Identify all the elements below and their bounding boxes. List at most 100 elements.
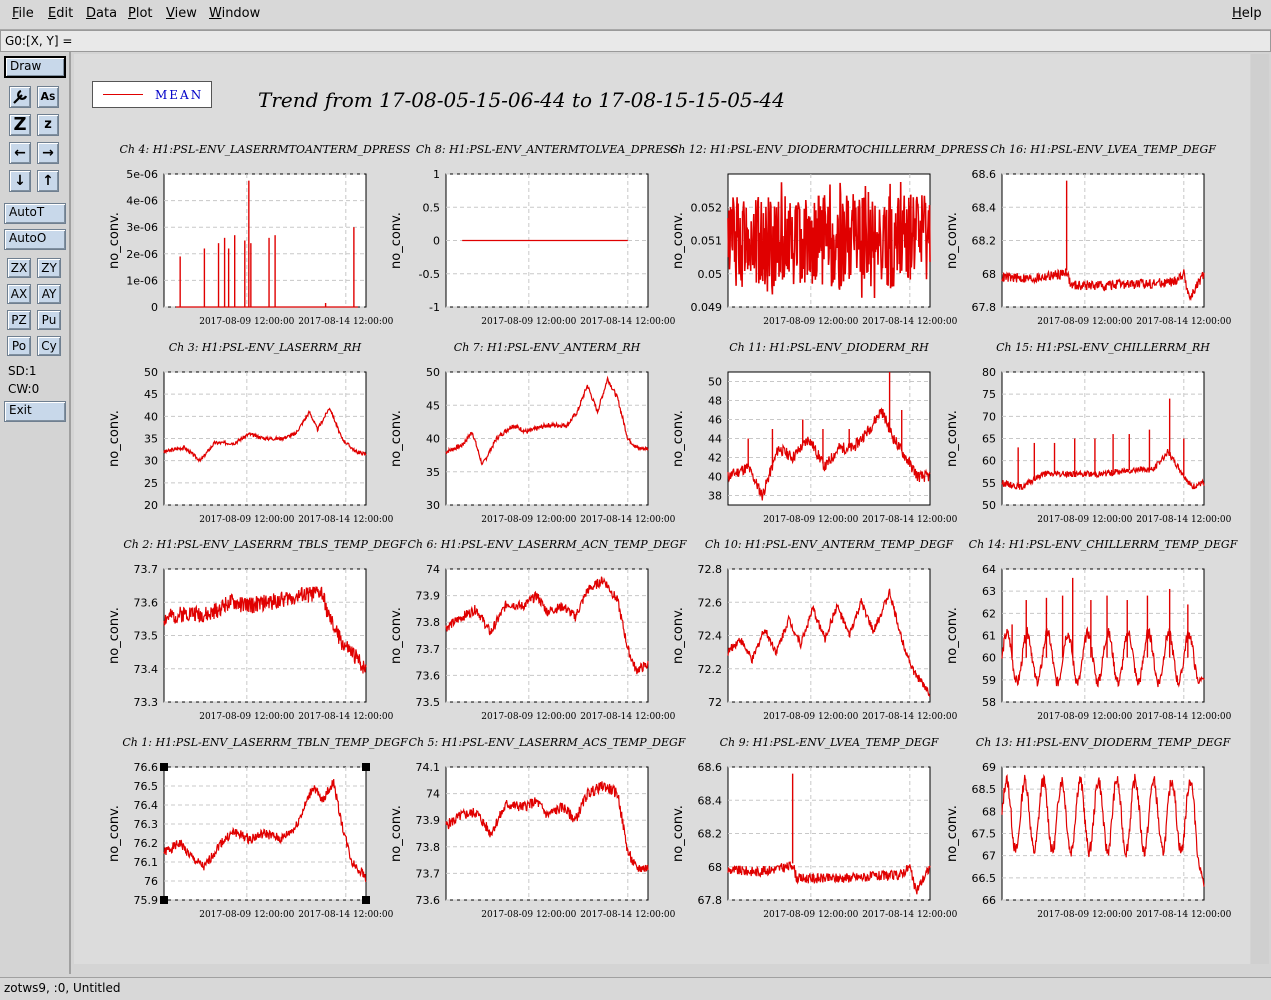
zoom-z-icon[interactable]: Z <box>9 114 31 136</box>
draw-button[interactable]: Draw <box>4 56 66 78</box>
chart-panel[interactable]: 72 72.2 72.4 72.6 72.8 2017-08-09 12:00:00 201… <box>671 538 958 722</box>
y-tick-label: 55 <box>982 477 996 490</box>
series-line <box>163 407 367 463</box>
ax-button[interactable]: AX <box>7 284 31 304</box>
chart-panel[interactable]: 67.8 68 68.2 68.4 68.6 2017-08-09 12:00:00 201… <box>945 143 1232 327</box>
selection-handle[interactable] <box>160 896 168 904</box>
chart-title: Ch 13: H1:PSL-ENV_DIODERM_TEMP_DEGF <box>976 736 1231 749</box>
selection-handle[interactable] <box>160 763 168 771</box>
menu-edit[interactable]: Edit <box>48 6 74 21</box>
series-line <box>445 781 649 873</box>
arrow-left-icon[interactable]: ← <box>9 142 31 164</box>
x-tick-label: 2017-08-09 12:00:00 <box>199 515 294 525</box>
chart-panel[interactable]: 30 35 40 45 50 2017-08-09 12:00:00 2017-08-14 … <box>389 341 676 525</box>
menu-data[interactable]: Data <box>86 6 118 21</box>
cy-button[interactable]: Cy <box>37 336 61 356</box>
y-tick-label: 35 <box>426 466 440 479</box>
y-tick-label: 1 <box>433 168 440 181</box>
y-axis-label: no_conv. <box>389 607 404 664</box>
selection-handle[interactable] <box>362 763 370 771</box>
chart-title: Ch 11: H1:PSL-ENV_DIODERM_RH <box>729 341 929 354</box>
x-tick-label: 2017-08-14 12:00:00 <box>1136 712 1231 722</box>
menu-bar: File Edit Data Plot View Window Help <box>0 0 1271 30</box>
chart-panel[interactable]: 66 66.5 67 67.5 68 68.5 69 2017-08-09 12:00:00 2… <box>945 736 1232 920</box>
y-tick-label: 72.4 <box>698 630 723 643</box>
autot-button[interactable]: AutoT <box>4 203 66 224</box>
chart-panel[interactable]: 73.5 73.6 73.7 73.8 73.9 74 2017-08-09 12:00:0… <box>389 538 687 722</box>
x-tick-label: 2017-08-14 12:00:00 <box>298 910 393 920</box>
plot-area <box>445 766 649 901</box>
y-tick-label: 1e-06 <box>126 274 158 287</box>
chart-panel[interactable]: 73.3 73.4 73.5 73.6 73.7 2017-08-09 12:00:00 2… <box>107 538 407 722</box>
pz-button[interactable]: PZ <box>7 310 31 330</box>
menu-help[interactable]: Help <box>1232 6 1262 21</box>
arrow-up-icon[interactable]: ↑ <box>37 170 59 192</box>
menu-file[interactable]: File <box>12 6 34 21</box>
wrench-icon[interactable] <box>9 86 31 108</box>
chart-panel[interactable]: 0.049 0.05 0.051 0.052 2017-08-09 12:00:00 20… <box>670 143 989 327</box>
chart-title: Ch 7: H1:PSL-ENV_ANTERM_RH <box>454 341 641 354</box>
selection-handle[interactable] <box>362 896 370 904</box>
y-tick-label: 67.8 <box>698 894 723 907</box>
plot-area <box>445 568 649 703</box>
x-tick-label: 2017-08-09 12:00:00 <box>763 515 858 525</box>
chart-panel[interactable]: 73.6 73.7 73.8 73.9 74 74.1 2017-08-09 12:00:0… <box>389 736 686 920</box>
menu-view[interactable]: View <box>166 6 197 21</box>
x-tick-label: 2017-08-14 12:00:00 <box>1136 317 1231 327</box>
chart-title: Ch 4: H1:PSL-ENV_LASERRMTOANTERM_DPRESS <box>120 143 411 156</box>
series-line <box>1001 773 1205 887</box>
menu-window[interactable]: Window <box>209 6 261 21</box>
y-axis-label: no_conv. <box>389 212 404 269</box>
arrow-down-icon[interactable]: ↓ <box>9 170 31 192</box>
zy-button[interactable]: ZY <box>37 258 61 278</box>
zx-button[interactable]: ZX <box>7 258 31 278</box>
ay-button[interactable]: AY <box>37 284 61 304</box>
y-tick-label: 40 <box>426 433 440 446</box>
y-tick-label: 76.3 <box>134 818 159 831</box>
y-tick-label: 72.2 <box>698 663 723 676</box>
chart-panel[interactable]: 50 55 60 65 70 75 80 2017-08-09 12:00:00 2017-08… <box>945 341 1232 525</box>
chart-panel[interactable]: 20 25 30 35 40 45 50 2017-08-09 12:00:00 2017-08… <box>107 341 394 525</box>
chart-panel[interactable]: 58 59 60 61 62 63 64 2017-08-09 12:00:00 2017-08… <box>945 538 1238 722</box>
y-tick-label: 50 <box>708 376 722 389</box>
series-line <box>445 576 649 675</box>
text-icon[interactable]: AS <box>37 86 59 108</box>
chart-panel[interactable]: 0 1e-06 2e-06 3e-06 4e-06 5e-06 2017-08-09 12:… <box>107 143 411 327</box>
y-tick-label: 68.5 <box>972 783 997 796</box>
y-tick-label: -1 <box>429 301 440 314</box>
y-tick-label: 30 <box>426 499 440 512</box>
chart-panel[interactable]: 38 40 42 44 46 48 50 2017-08-09 12:00:00 2017-08… <box>671 341 958 525</box>
y-axis-label: no_conv. <box>107 805 122 862</box>
zoom-z-small-icon[interactable]: z <box>37 114 59 136</box>
po-button[interactable]: Po <box>7 336 31 356</box>
y-tick-label: 73.5 <box>416 696 441 709</box>
autoo-button[interactable]: AutoO <box>4 229 66 250</box>
y-tick-label: 73.6 <box>416 894 441 907</box>
chart-title: Ch 2: H1:PSL-ENV_LASERRM_TBLS_TEMP_DEGF <box>123 538 407 551</box>
legend-swatch <box>103 94 143 95</box>
series-line <box>163 586 367 674</box>
y-axis-label: no_conv. <box>389 410 404 467</box>
y-tick-label: 40 <box>708 471 722 484</box>
chart-panel[interactable]: 75.9 76 76.1 76.2 76.3 76.4 76.5 76.6 2017-08-09… <box>107 736 408 920</box>
y-tick-label: 68.2 <box>698 828 723 841</box>
y-axis-label: no_conv. <box>107 410 122 467</box>
chart-panel[interactable]: 67.8 68 68.2 68.4 68.6 2017-08-09 12:00:00 201… <box>671 736 958 920</box>
exit-button[interactable]: Exit <box>4 401 66 422</box>
y-tick-label: 5e-06 <box>126 168 158 181</box>
pu-button[interactable]: Pu <box>37 310 61 330</box>
arrow-right-icon[interactable]: → <box>37 142 59 164</box>
y-tick-label: 73.4 <box>134 663 159 676</box>
x-tick-label: 2017-08-14 12:00:00 <box>298 317 393 327</box>
y-tick-label: 75.9 <box>134 894 159 907</box>
y-tick-label: 35 <box>144 433 158 446</box>
y-tick-label: 73.7 <box>416 643 441 656</box>
coordinate-readout-bar: G0:[X, Y] = <box>0 30 1271 52</box>
menu-plot[interactable]: Plot <box>128 6 153 21</box>
x-tick-label: 2017-08-14 12:00:00 <box>1136 910 1231 920</box>
sd-indicator: SD:1 <box>8 364 37 378</box>
chart-panel[interactable]: -1 -0.5 0 0.5 1 2017-08-09 12:00:00 2017-08-14… <box>389 143 679 327</box>
y-axis-label: no_conv. <box>945 410 960 467</box>
legend-box: MEAN <box>92 81 212 108</box>
